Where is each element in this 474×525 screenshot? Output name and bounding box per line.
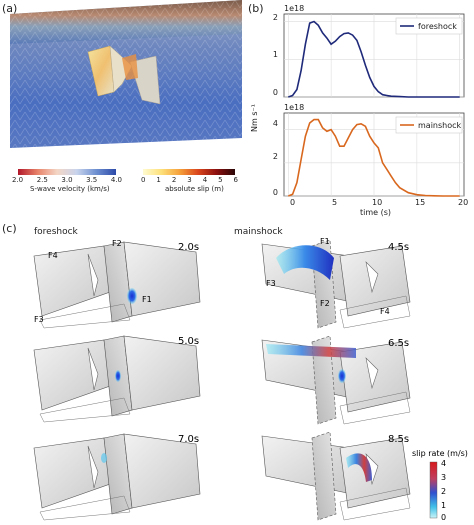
slip-colorbar-title: absolute slip (m) [165,185,224,193]
fault-label-f1: F1 [142,295,152,304]
slip-tick-3: 3 [187,176,192,184]
main-fault-label-f3: F3 [266,279,276,288]
slip-colorbar [143,169,235,175]
slip-rate-title: slip rate (m/s) [412,449,468,458]
top-ytick-2: 2 [273,13,278,22]
slip-rate-tick-1: 1 [441,501,446,510]
slip-tick-4: 4 [202,176,208,184]
bottom-ytick-1: 2 [273,152,278,161]
slip-tick-6: 6 [233,176,238,184]
x-axis-label: time (s) [360,208,392,217]
xtick-20: 20 [458,198,469,207]
slip-colorbar-ticks: 0 1 2 3 4 5 6 [141,176,238,184]
velocity-colorbar-title: S-wave velocity (km/s) [30,185,110,193]
fault-label-f2: F2 [112,239,122,248]
mainshock-time-2: 6.5s [388,338,409,349]
fault-label-f4: F4 [48,251,58,260]
mainshock-legend-label: mainshock [418,121,462,130]
mainshock-snapshot-2: 6.5s [261,335,411,425]
xtick-15: 15 [415,198,426,207]
vel-tick-2: 3.0 [61,176,73,184]
foreshock-time-3: 7.0s [178,434,199,445]
vel-tick-0: 2.0 [12,176,24,184]
velocity-model-3d [10,0,242,148]
slip-tick-2: 2 [171,176,177,184]
foreshock-axes: 1e18 2 1 0 foreshock [273,4,465,98]
bottom-ytick-2: 4 [273,119,278,128]
xtick-5: 5 [332,198,338,207]
top-exponent: 1e18 [284,4,304,13]
foreshock-legend-label: foreshock [418,22,457,31]
velocity-colorbar-ticks: 2.0 2.5 3.0 3.5 4.0 [12,176,122,184]
main-fault-label-f4: F4 [380,307,390,316]
slip-rate-tick-3: 3 [441,473,446,482]
foreshock-line [288,20,460,98]
mainshock-snapshot-3: 8.5s [261,431,411,521]
xtick-10: 10 [372,198,383,207]
foreshock-snapshot-3: 7.0s [33,433,201,521]
mainshock-snapshot-1: F1 F3 F2 F4 4.5s [261,237,411,329]
rupture-snapshots: F2 F4 F1 F3 2.0s 5.0s 7.0s F1 F3 F2 F4 4… [33,237,468,522]
slip-rate-tick-4: 4 [441,459,446,468]
moment-rate-chart: 1e18 2 1 0 foreshock 1e18 4 2 0 mainshoc… [250,4,465,197]
mainshock-time-3: 8.5s [388,434,409,445]
xtick-0: 0 [290,198,296,207]
top-ytick-0: 0 [273,88,278,97]
foreshock-time-2: 5.0s [178,336,199,347]
velocity-colorbar [18,169,116,175]
bottom-exponent: 1e18 [284,103,304,112]
mainshock-time-1: 4.5s [388,242,409,253]
foreshock-time-1: 2.0s [178,242,199,253]
foreshock-snapshot-2: 5.0s [33,335,201,423]
vel-tick-3: 3.5 [86,176,98,184]
y-axis-label: Nm s⁻¹ [250,104,259,132]
foreshock-title: foreshock [34,227,78,237]
panel-a-label: (a) [2,2,18,15]
slip-rate-colorbar: slip rate (m/s) 4 3 2 1 0 [412,449,468,522]
slip-tick-5: 5 [218,176,223,184]
main-fault-label-f1: F1 [320,237,330,246]
vel-tick-4: 4.0 [110,176,122,184]
mainshock-legend: mainshock [395,116,463,134]
mainshock-line [288,118,460,197]
foreshock-legend: foreshock [395,17,463,35]
fault-label-f3: F3 [34,315,44,324]
mainshock-title: mainshock [234,227,283,237]
slip-tick-1: 1 [156,176,161,184]
mainshock-axes: 1e18 4 2 0 mainshock [273,103,465,197]
panel-c-label: (c) [2,222,17,235]
main-fault-label-f2: F2 [320,299,330,308]
bottom-ytick-0: 0 [273,188,278,197]
slip-rate-tick-0: 0 [441,513,446,522]
slip-tick-0: 0 [141,176,146,184]
panel-b-label: (b) [248,2,264,15]
top-ytick-1: 1 [273,50,278,59]
foreshock-snapshot-1: F2 F4 F1 F3 2.0s [33,239,201,329]
vel-tick-1: 2.5 [36,176,48,184]
x-ticks: 0 5 10 15 20 [0,198,474,210]
slip-rate-tick-2: 2 [441,487,446,496]
